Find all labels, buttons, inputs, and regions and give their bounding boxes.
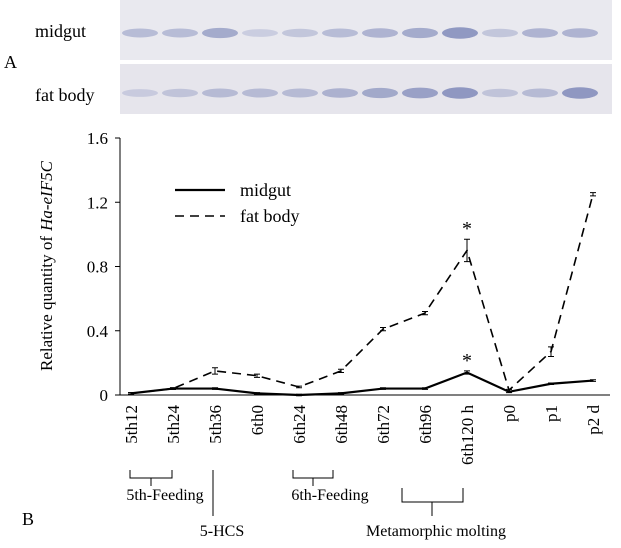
y-axis-label-gene: Ha-eIF5C [37, 160, 56, 232]
blot-band [562, 28, 598, 38]
error-bar [506, 388, 512, 392]
y-tick-label: 1.2 [87, 193, 108, 212]
x-tick-label: p0 [500, 405, 519, 422]
error-bar [296, 385, 302, 389]
blot-band [242, 29, 278, 37]
blot-label: midgut [35, 21, 86, 41]
blot-band [322, 28, 358, 38]
blot-band [402, 27, 438, 39]
blot-band [562, 87, 598, 99]
blot-fat-body [120, 64, 612, 114]
blot-band [202, 88, 238, 98]
blot-band [442, 87, 478, 99]
stage-group: Metamorphic molting [366, 523, 506, 540]
y-axis-label-text: Relative quantity of [37, 236, 56, 371]
error-bar [338, 368, 344, 374]
blot-band [322, 88, 358, 98]
error-bar [590, 192, 596, 197]
y-tick-label: 1.6 [87, 129, 108, 148]
stage-group: 5th-Feeding [126, 487, 203, 504]
error-bar [212, 387, 218, 390]
error-bar [254, 392, 260, 395]
annotation: * [462, 218, 472, 240]
x-tick-label: p1 [542, 405, 561, 422]
blot-band [282, 88, 318, 98]
blot-band [362, 28, 398, 38]
blot-band [442, 27, 478, 39]
error-bar [380, 387, 386, 390]
blot-band [482, 88, 518, 98]
bracket [292, 470, 334, 479]
x-tick-label: 5th12 [122, 405, 141, 444]
x-tick-label: 6th24 [290, 405, 309, 444]
series-line [130, 371, 594, 397]
stage-group: 6th-Feeding [291, 487, 368, 504]
x-tick-label: p2 d [584, 405, 603, 435]
blot-band [202, 27, 238, 39]
blot-band [122, 89, 158, 97]
error-bar [338, 392, 344, 395]
x-tick-label: 5th36 [206, 405, 225, 444]
error-bar [254, 373, 260, 378]
blot-band [482, 28, 518, 38]
error-bar [422, 310, 428, 316]
series-line [130, 194, 594, 395]
x-tick-label: 6th0 [248, 405, 267, 435]
error-bar [464, 370, 470, 375]
blot-band [122, 28, 158, 38]
panel-label: A [4, 52, 17, 72]
bracket [401, 488, 464, 503]
bracket [129, 470, 173, 479]
blot-band [162, 28, 198, 38]
error-bar [380, 327, 386, 332]
error-bar [464, 238, 470, 263]
blot-band [522, 88, 558, 98]
blot-label: fat body [35, 85, 94, 105]
blot-midgut [120, 0, 612, 60]
error-bar [296, 393, 302, 397]
stage-brackets [129, 470, 464, 516]
error-bar [128, 392, 134, 395]
panel-label: B [22, 509, 34, 529]
x-tick-label: 5th24 [164, 405, 183, 444]
error-bar [548, 382, 554, 386]
x-tick-label: 6th120 h [458, 405, 477, 465]
blot-band [522, 28, 558, 38]
y-tick-label: 0 [100, 386, 109, 405]
error-bar [422, 387, 428, 390]
blot-band [362, 87, 398, 99]
error-bar [548, 346, 554, 357]
blot-band [402, 87, 438, 99]
blot-band [282, 28, 318, 38]
blot-band [242, 88, 278, 98]
x-tick-label: 6th96 [416, 405, 435, 444]
error-bar [170, 387, 176, 390]
x-tick-label: 6th72 [374, 405, 393, 444]
blot-band [162, 88, 198, 98]
legend-label: fat body [240, 206, 299, 226]
error-bar [590, 379, 596, 382]
y-axis-label: Relative quantity of Ha-eIF5C [37, 160, 56, 371]
error-bar [212, 367, 218, 375]
y-tick-label: 0.4 [87, 322, 109, 341]
x-tick-label: 6th48 [332, 405, 351, 444]
legend-label: midgut [240, 180, 291, 200]
y-tick-label: 0.8 [87, 258, 108, 277]
annotation: * [462, 350, 472, 372]
stage-group: 5-HCS [200, 523, 244, 540]
